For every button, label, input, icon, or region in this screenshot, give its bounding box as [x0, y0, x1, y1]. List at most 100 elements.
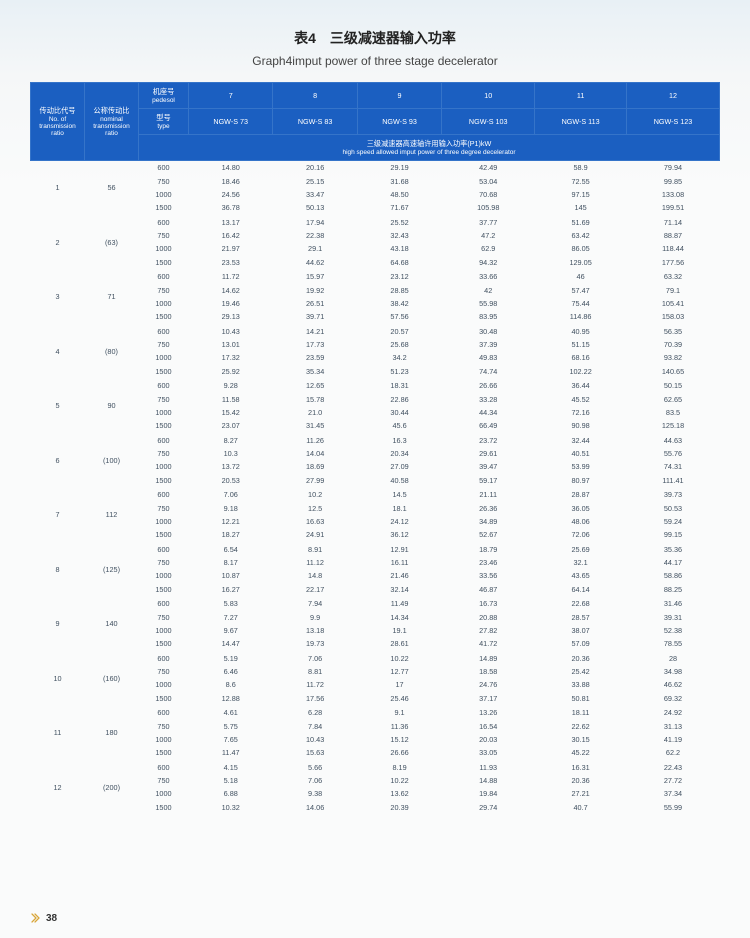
cell-value: 22.62: [535, 719, 627, 732]
cell-value: 27.09: [357, 460, 441, 473]
cell-value: 74.74: [442, 365, 535, 379]
cell-value: 15.42: [189, 406, 273, 419]
cell-value: 17: [357, 678, 441, 691]
cell-value: 33.47: [273, 188, 357, 201]
cell-value: 10.43: [189, 324, 273, 338]
cell-value: 29.1: [273, 242, 357, 255]
cell-value: 14.04: [273, 447, 357, 460]
cell-value: 16.42: [189, 229, 273, 242]
cell-value: 20.36: [535, 774, 627, 787]
cell-value: 600: [139, 488, 189, 502]
cell-value: 15.97: [273, 270, 357, 284]
cell-value: 102.22: [535, 365, 627, 379]
cell-nominal-ratio: (160): [85, 651, 139, 706]
cell-value: 8.81: [273, 665, 357, 678]
cell-value: 63.42: [535, 229, 627, 242]
cell-value: 99.85: [627, 174, 720, 187]
th-band: 三级减速器高速轴许用输入功率(P1)kW high speed allowed …: [139, 135, 720, 161]
cell-value: 1000: [139, 188, 189, 201]
cell-value: 25.52: [357, 215, 441, 229]
table-row: 6(100)6008.2711.2616.323.7232.4444.63: [31, 433, 720, 447]
cell-value: 600: [139, 324, 189, 338]
cell-value: 36.05: [535, 501, 627, 514]
cell-value: 29.13: [189, 310, 273, 324]
cell-value: 13.72: [189, 460, 273, 473]
cell-value: 62.65: [627, 392, 720, 405]
cell-nominal-ratio: 180: [85, 706, 139, 761]
cell-value: 1000: [139, 787, 189, 800]
table-row: 15660014.8020.1629.1942.4958.979.94: [31, 161, 720, 175]
cell-value: 46: [535, 270, 627, 284]
cell-value: 24.56: [189, 188, 273, 201]
cell-value: 39.31: [627, 610, 720, 623]
cell-value: 43.65: [535, 569, 627, 582]
th-model-103: NGW-S 103: [442, 109, 535, 135]
cell-value: 28.61: [357, 637, 441, 651]
page-number: 38: [46, 913, 57, 924]
cell-value: 4.61: [189, 706, 273, 720]
cell-value: 88.87: [627, 229, 720, 242]
table-row: 37160011.7215.9723.1233.664663.32: [31, 270, 720, 284]
cell-value: 21.97: [189, 242, 273, 255]
table-row: 71126007.0610.214.521.1128.8739.73: [31, 488, 720, 502]
cell-value: 40.58: [357, 474, 441, 488]
cell-value: 18.79: [442, 542, 535, 556]
cell-value: 70.68: [442, 188, 535, 201]
cell-value: 55.76: [627, 447, 720, 460]
cell-value: 74.31: [627, 460, 720, 473]
cell-value: 50.13: [273, 201, 357, 215]
cell-trans-no: 7: [31, 488, 85, 543]
cell-value: 48.50: [357, 188, 441, 201]
cell-value: 35.36: [627, 542, 720, 556]
table-row: 12(200)6004.155.668.1911.9316.3122.43: [31, 760, 720, 774]
cell-value: 40.95: [535, 324, 627, 338]
cell-value: 14.06: [273, 801, 357, 814]
cell-value: 5.19: [189, 651, 273, 665]
cell-value: 133.08: [627, 188, 720, 201]
cell-value: 33.56: [442, 569, 535, 582]
cell-value: 4.15: [189, 760, 273, 774]
cell-value: 14.80: [189, 161, 273, 175]
cell-value: 14.47: [189, 637, 273, 651]
cell-trans-no: 9: [31, 597, 85, 652]
cell-value: 51.23: [357, 365, 441, 379]
cell-value: 48.06: [535, 515, 627, 528]
cell-value: 177.56: [627, 256, 720, 270]
cell-value: 29.74: [442, 801, 535, 814]
cell-value: 13.01: [189, 338, 273, 351]
cell-value: 78.55: [627, 637, 720, 651]
cell-value: 63.32: [627, 270, 720, 284]
cell-value: 33.05: [442, 746, 535, 760]
cell-value: 1000: [139, 460, 189, 473]
cell-value: 36.12: [357, 528, 441, 542]
cell-value: 52.38: [627, 624, 720, 637]
cell-value: 40.7: [535, 801, 627, 814]
cell-value: 1000: [139, 406, 189, 419]
cell-value: 47.2: [442, 229, 535, 242]
cell-value: 750: [139, 229, 189, 242]
cell-value: 55.98: [442, 297, 535, 310]
cell-value: 31.68: [357, 174, 441, 187]
cell-value: 43.18: [357, 242, 441, 255]
page-footer: 38: [30, 912, 57, 924]
cell-value: 39.71: [273, 310, 357, 324]
cell-value: 21.0: [273, 406, 357, 419]
cell-value: 37.77: [442, 215, 535, 229]
cell-value: 13.62: [357, 787, 441, 800]
cell-value: 7.65: [189, 733, 273, 746]
cell-value: 22.86: [357, 392, 441, 405]
cell-value: 26.66: [357, 746, 441, 760]
power-table: 传动比代号 No. of transmission ratio 公称传动比 no…: [30, 82, 720, 814]
cell-value: 70.39: [627, 338, 720, 351]
cell-value: 64.14: [535, 583, 627, 597]
cell-value: 11.26: [273, 433, 357, 447]
table-body: 15660014.8020.1629.1942.4958.979.94 750 18…: [31, 161, 720, 815]
cell-value: 30.44: [357, 406, 441, 419]
cell-value: 1000: [139, 297, 189, 310]
cell-value: 1500: [139, 310, 189, 324]
cell-value: 6.88: [189, 787, 273, 800]
cell-value: 39.47: [442, 460, 535, 473]
th-type-label: 型号 type: [139, 109, 189, 135]
cell-value: 69.32: [627, 692, 720, 706]
cell-value: 1000: [139, 351, 189, 364]
